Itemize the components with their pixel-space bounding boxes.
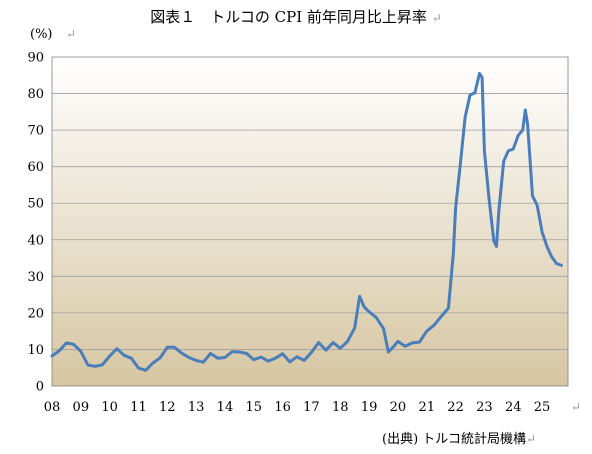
x-tick-label: 09 xyxy=(73,400,90,415)
x-tick-label: 23 xyxy=(476,400,493,415)
chart-title: 図表１ トルコの CPI 前年同月比上昇率 ↵ xyxy=(150,8,442,26)
y-tick-label: 0 xyxy=(36,380,44,395)
return-mark-icon: ↵ xyxy=(431,11,442,25)
return-mark-icon: ↵ xyxy=(526,432,537,446)
y-tick-label: 70 xyxy=(27,124,44,139)
x-tick-label: 17 xyxy=(303,400,320,415)
y-tick-label: 20 xyxy=(27,306,44,321)
x-tick-label: 19 xyxy=(361,400,378,415)
x-tick-label: 20 xyxy=(390,400,407,415)
x-tick-label: 15 xyxy=(246,400,263,415)
x-tick-label: 18 xyxy=(332,400,349,415)
x-tick-label: 24 xyxy=(505,400,522,415)
y-tick-label: 90 xyxy=(27,51,44,66)
x-tick-label: 10 xyxy=(101,400,118,415)
x-tick-label: 14 xyxy=(217,400,234,415)
series-group xyxy=(50,71,563,372)
source-note: (出典) トルコ統計局機構↵ xyxy=(382,432,537,447)
series-line xyxy=(50,71,563,372)
x-tick-label: 11 xyxy=(130,400,147,415)
return-mark-icon: ↵ xyxy=(66,27,77,41)
x-tick-label: 13 xyxy=(188,400,205,415)
y-tick-label: 10 xyxy=(27,343,44,358)
y-tick-label: 60 xyxy=(27,160,44,175)
y-tick-label: 30 xyxy=(27,270,44,285)
y-axis-unit-label: (%) xyxy=(30,27,53,42)
x-tick-label: 08 xyxy=(44,400,61,415)
return-mark-icon: ↵ xyxy=(571,400,581,414)
x-tick-label: 16 xyxy=(274,400,291,415)
x-tick-label: 12 xyxy=(159,400,176,415)
y-tick-label: 50 xyxy=(27,197,44,212)
y-axis: 0 10 20 30 40 50 60 70 80 90 xyxy=(27,51,44,395)
x-tick-label: 21 xyxy=(418,400,435,415)
x-tick-label: 25 xyxy=(534,400,551,415)
x-tick-label: 22 xyxy=(447,400,464,415)
x-axis: 08 09 10 11 12 13 14 15 16 17 18 19 20 21 22 23 24 25 ↵ xyxy=(44,400,581,415)
y-tick-label: 80 xyxy=(27,87,44,102)
y-tick-label: 40 xyxy=(27,233,44,248)
